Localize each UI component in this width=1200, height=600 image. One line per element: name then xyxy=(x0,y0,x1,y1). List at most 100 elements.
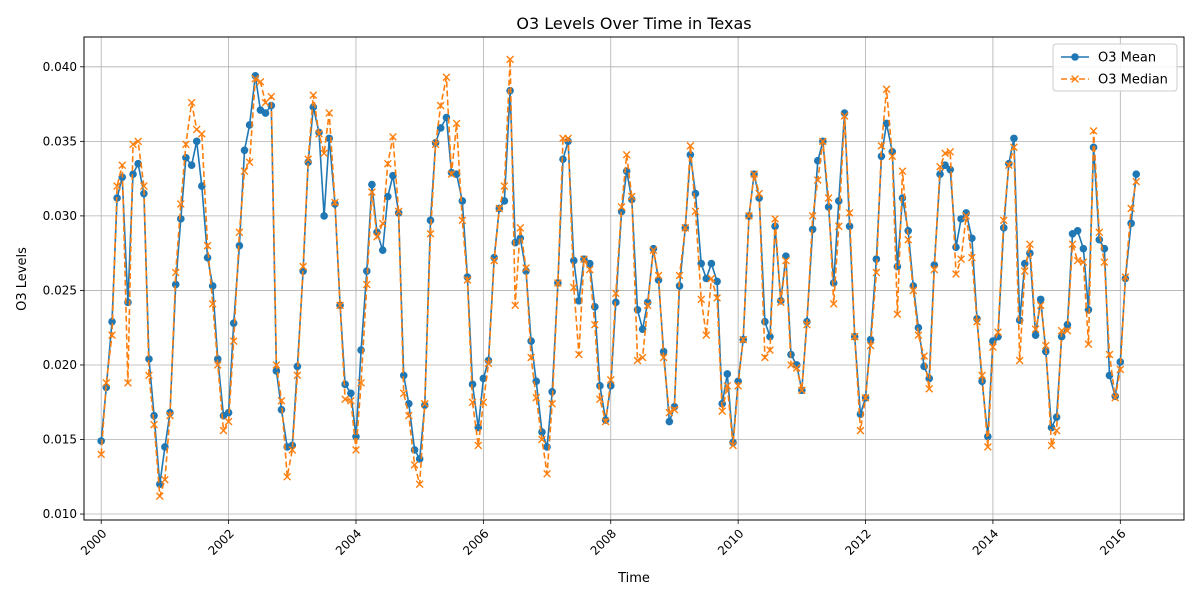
data-point xyxy=(952,243,960,251)
data-point xyxy=(596,395,604,404)
data-point xyxy=(914,323,923,332)
data-point xyxy=(882,85,891,94)
data-point xyxy=(1047,441,1056,450)
series-layer xyxy=(97,55,1141,501)
data-point xyxy=(686,141,695,150)
data-point xyxy=(479,374,488,383)
data-point xyxy=(898,167,907,176)
data-point xyxy=(176,200,185,208)
data-point xyxy=(378,246,387,254)
data-point xyxy=(649,244,658,253)
legend-item: O3 Mean xyxy=(1061,51,1156,66)
data-point xyxy=(707,259,716,268)
x-tick-label: 2016 xyxy=(1097,526,1128,557)
data-point xyxy=(983,443,992,451)
data-point xyxy=(968,253,976,262)
data-point xyxy=(638,353,647,362)
data-point xyxy=(495,204,504,213)
data-point xyxy=(792,364,801,372)
data-point xyxy=(171,268,180,277)
series-median xyxy=(97,55,1141,501)
data-point xyxy=(691,207,700,216)
data-point xyxy=(362,280,371,289)
data-point xyxy=(208,282,217,290)
data-point xyxy=(341,380,349,389)
x-tick-label: 2008 xyxy=(588,526,619,557)
y-tick-label: 0.020 xyxy=(43,358,77,372)
data-point xyxy=(229,319,238,328)
data-point xyxy=(729,441,737,450)
data-point xyxy=(341,395,350,404)
data-point xyxy=(675,271,684,280)
data-point xyxy=(829,299,838,308)
data-point xyxy=(702,331,711,340)
data-point xyxy=(686,150,695,159)
data-point xyxy=(347,389,355,398)
data-point xyxy=(782,256,790,265)
data-point xyxy=(601,417,610,426)
data-point xyxy=(267,92,276,101)
data-point xyxy=(357,378,365,387)
data-point xyxy=(394,209,403,217)
y-axis: 0.010 0.015 0.020 0.025 0.030 0.035 0.040 xyxy=(43,60,84,521)
data-point xyxy=(522,264,530,272)
data-point xyxy=(420,399,429,408)
data-point xyxy=(617,203,626,211)
data-point xyxy=(150,420,158,429)
data-point xyxy=(829,279,838,287)
legend-label: O3 Median xyxy=(1098,73,1168,88)
data-point xyxy=(1036,295,1045,304)
data-point xyxy=(575,350,583,359)
data-point xyxy=(1127,219,1135,228)
data-point xyxy=(527,353,536,362)
data-point xyxy=(745,211,753,220)
data-point xyxy=(994,328,1002,337)
data-point xyxy=(134,137,143,146)
data-point xyxy=(840,112,849,120)
data-point xyxy=(654,271,663,280)
data-point xyxy=(468,380,477,389)
data-point xyxy=(882,119,891,128)
data-point xyxy=(872,268,881,277)
data-point xyxy=(320,149,329,158)
data-point xyxy=(1010,134,1018,143)
data-point xyxy=(596,382,604,390)
data-point xyxy=(585,265,594,274)
data-point xyxy=(245,158,254,167)
data-point xyxy=(1041,341,1050,350)
data-point xyxy=(447,170,456,179)
data-point xyxy=(946,165,955,174)
data-point xyxy=(532,393,541,402)
data-point xyxy=(697,295,706,304)
data-point xyxy=(766,332,774,341)
data-point xyxy=(378,219,387,228)
data-point xyxy=(299,262,308,271)
data-point xyxy=(155,492,164,501)
data-point xyxy=(293,371,302,380)
data-point xyxy=(124,378,132,387)
data-point xyxy=(633,356,642,365)
data-point xyxy=(627,192,636,201)
data-point xyxy=(458,216,467,225)
data-point xyxy=(952,270,960,278)
data-point xyxy=(213,361,222,369)
data-point xyxy=(957,255,965,264)
data-point xyxy=(404,411,413,420)
data-point xyxy=(734,381,743,390)
data-point xyxy=(452,170,461,178)
data-point xyxy=(145,371,153,380)
data-point xyxy=(888,152,897,161)
data-point xyxy=(463,276,472,284)
data-point xyxy=(611,289,620,298)
series-line xyxy=(100,59,1137,497)
data-point xyxy=(229,337,238,346)
x-tick-label: 2004 xyxy=(333,526,364,557)
data-point xyxy=(97,450,106,459)
data-point xyxy=(320,212,328,220)
data-point xyxy=(97,437,105,445)
data-point xyxy=(1063,326,1072,335)
data-point xyxy=(118,161,127,170)
data-point xyxy=(739,335,748,344)
data-point xyxy=(834,197,843,205)
